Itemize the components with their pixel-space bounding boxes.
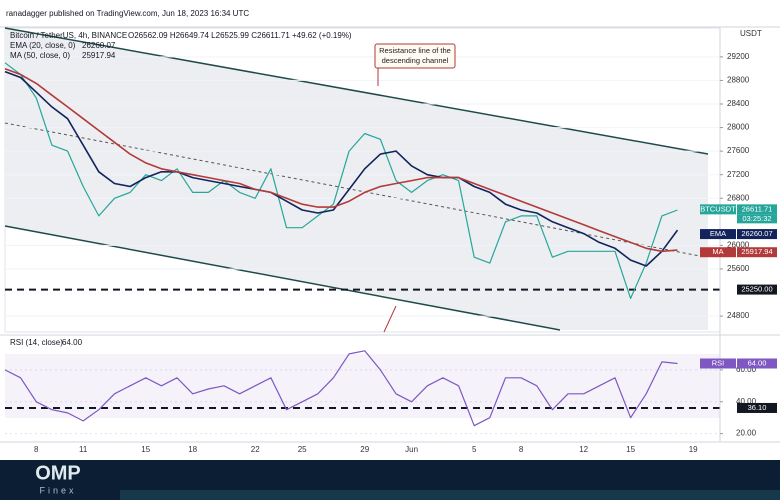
legend-symbol: Bitcoin / TetherUS, 4h, BINANCE <box>10 31 127 40</box>
x-tick-label: 5 <box>472 445 477 454</box>
annotation-box <box>374 43 456 69</box>
series-line <box>4 62 678 299</box>
price-layer: Bitcoin / TetherUS, 4h, BINANCE O26562.09… <box>4 31 720 317</box>
rsi-band <box>5 354 720 418</box>
footer-strip <box>120 490 780 500</box>
x-tick-label: 15 <box>626 445 635 454</box>
tag-name: BTCUSDT <box>700 204 736 213</box>
x-tick-label: 12 <box>579 445 588 454</box>
tag-name-box <box>700 204 736 215</box>
legend-name: RSI (14, close) <box>10 338 63 347</box>
y-tick-label: 29200 <box>727 52 750 61</box>
x-tick-label: 8 <box>34 445 39 454</box>
x-tick-label: Jun <box>405 445 418 454</box>
annotation-line: Resistance line of the <box>379 46 451 55</box>
level-tag-label: 25250.00 <box>741 285 772 294</box>
tag-value-box <box>737 358 777 369</box>
legend-value: 25917.94 <box>82 51 116 60</box>
series-line <box>4 70 679 267</box>
annotation-arrow <box>383 305 397 333</box>
channel-lower <box>4 225 561 331</box>
tag-name: MA <box>712 247 723 256</box>
y-tick-label: 28800 <box>727 76 750 85</box>
x-tick-label: 29 <box>360 445 369 454</box>
legend-value: 26260.07 <box>82 41 116 50</box>
legend-name: EMA (20, close, 0) <box>10 41 76 50</box>
currency: USDT <box>740 29 762 38</box>
x-tick-label: 11 <box>79 445 88 454</box>
tag-value: 25917.94 <box>741 247 772 256</box>
level-tag-label: 36.10 <box>748 403 767 412</box>
y-tick-label: 20.00 <box>736 429 757 438</box>
x-tick-label: 19 <box>689 445 698 454</box>
tag-value: 64.00 <box>748 358 767 367</box>
tag-value-box <box>737 204 777 215</box>
x-tick-label: 22 <box>251 445 260 454</box>
tag-value: 26611.71 <box>742 204 773 213</box>
tag-name-box <box>700 358 736 369</box>
tag-name: RSI <box>712 358 725 367</box>
y-tick-label: 27600 <box>727 146 750 155</box>
rsi-layer: RSI (14, close) 64.00 <box>4 338 720 435</box>
level-tag <box>737 402 777 413</box>
tag-name: EMA <box>710 229 726 238</box>
level-tag <box>737 284 777 295</box>
series-line <box>4 67 678 253</box>
channel-mid <box>4 122 706 258</box>
y-tick-label: 28000 <box>727 123 750 132</box>
logo: OMP <box>35 462 81 484</box>
x-tick-label: 18 <box>188 445 197 454</box>
x-tick-label: 25 <box>298 445 307 454</box>
logo-tagline: Finex <box>39 485 76 495</box>
channel-upper <box>4 27 709 155</box>
legend-name: MA (50, close, 0) <box>10 51 70 60</box>
y-tick-label: 40.00 <box>736 397 757 406</box>
y-tick-label: 26000 <box>727 241 750 250</box>
y-tick-label: 60.00 <box>736 365 757 374</box>
tag-name-box <box>700 247 736 258</box>
x-tick-label: 15 <box>141 445 150 454</box>
y-tick-label: 27200 <box>727 170 750 179</box>
legend-ohlc: O26562.09 H26649.74 L26525.99 C26611.71 … <box>128 31 352 40</box>
y-tick-label: 25600 <box>727 264 750 273</box>
tag-value-box <box>737 229 777 240</box>
tag-name-box <box>700 229 736 240</box>
attribution: ranadagger published on TradingView.com,… <box>6 9 249 18</box>
axis-layer: 24800 25600 26000 26800 27200 27600 28000 28400… <box>34 29 762 454</box>
y-tick-label: 28400 <box>727 99 750 108</box>
series-line <box>4 350 678 427</box>
y-tick-label: 26800 <box>727 193 750 202</box>
y-tick-label: 24800 <box>727 311 750 320</box>
legend-value: 64.00 <box>62 338 83 347</box>
countdown-box <box>737 214 777 224</box>
countdown: 03:25:32 <box>742 214 771 223</box>
tag-value-box <box>737 247 777 258</box>
x-tick-label: 8 <box>519 445 524 454</box>
tag-value: 26260.07 <box>741 229 772 238</box>
annotation-line: descending channel <box>382 56 449 65</box>
